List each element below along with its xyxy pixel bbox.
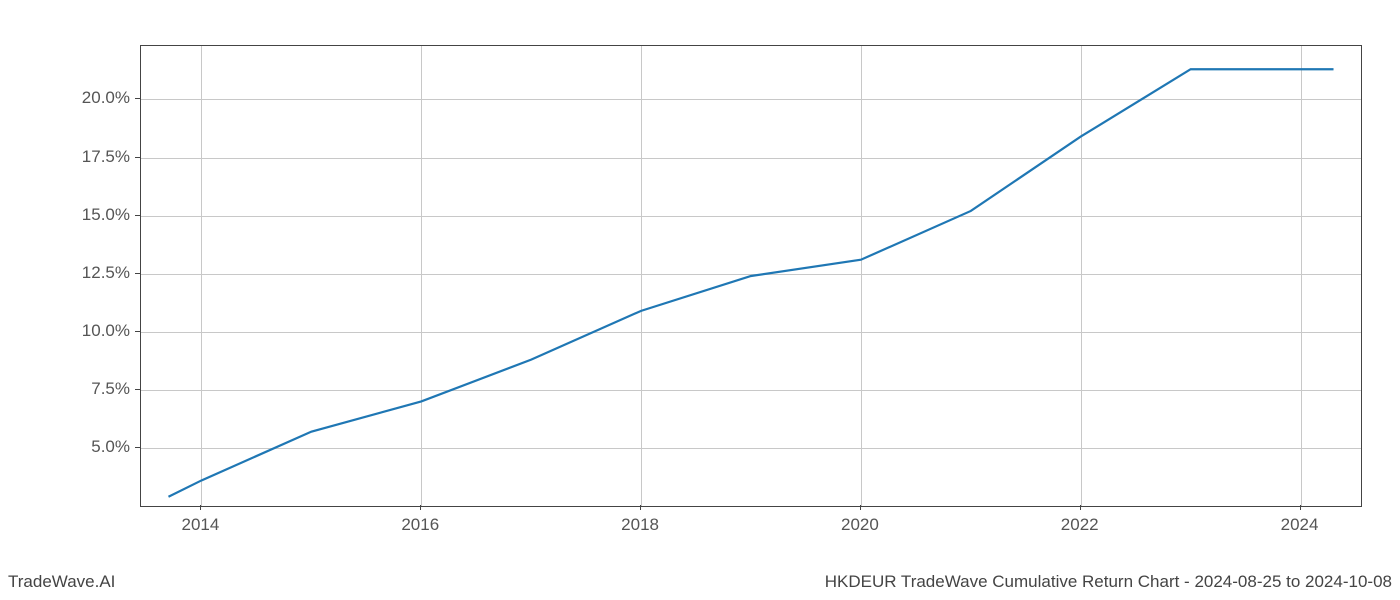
footer-right-text: HKDEUR TradeWave Cumulative Return Chart… xyxy=(825,572,1392,592)
ytick-mark xyxy=(135,157,140,158)
ytick-label: 12.5% xyxy=(50,263,130,283)
ytick-mark xyxy=(135,447,140,448)
chart-container xyxy=(140,45,1360,505)
ytick-label: 20.0% xyxy=(50,88,130,108)
ytick-label: 17.5% xyxy=(50,147,130,167)
xtick-label: 2024 xyxy=(1281,515,1319,535)
ytick-mark xyxy=(135,331,140,332)
ytick-label: 7.5% xyxy=(50,379,130,399)
xtick-label: 2016 xyxy=(401,515,439,535)
ytick-label: 15.0% xyxy=(50,205,130,225)
ytick-label: 10.0% xyxy=(50,321,130,341)
xtick-label: 2018 xyxy=(621,515,659,535)
xtick-label: 2014 xyxy=(182,515,220,535)
footer-left-text: TradeWave.AI xyxy=(8,572,115,592)
ytick-mark xyxy=(135,215,140,216)
xtick-mark xyxy=(640,505,641,510)
xtick-mark xyxy=(420,505,421,510)
xtick-mark xyxy=(860,505,861,510)
series-line xyxy=(168,69,1333,496)
line-series xyxy=(141,46,1361,506)
xtick-mark xyxy=(1300,505,1301,510)
ytick-mark xyxy=(135,389,140,390)
ytick-mark xyxy=(135,98,140,99)
plot-area xyxy=(140,45,1362,507)
ytick-label: 5.0% xyxy=(50,437,130,457)
ytick-mark xyxy=(135,273,140,274)
xtick-mark xyxy=(200,505,201,510)
xtick-label: 2022 xyxy=(1061,515,1099,535)
xtick-mark xyxy=(1080,505,1081,510)
xtick-label: 2020 xyxy=(841,515,879,535)
